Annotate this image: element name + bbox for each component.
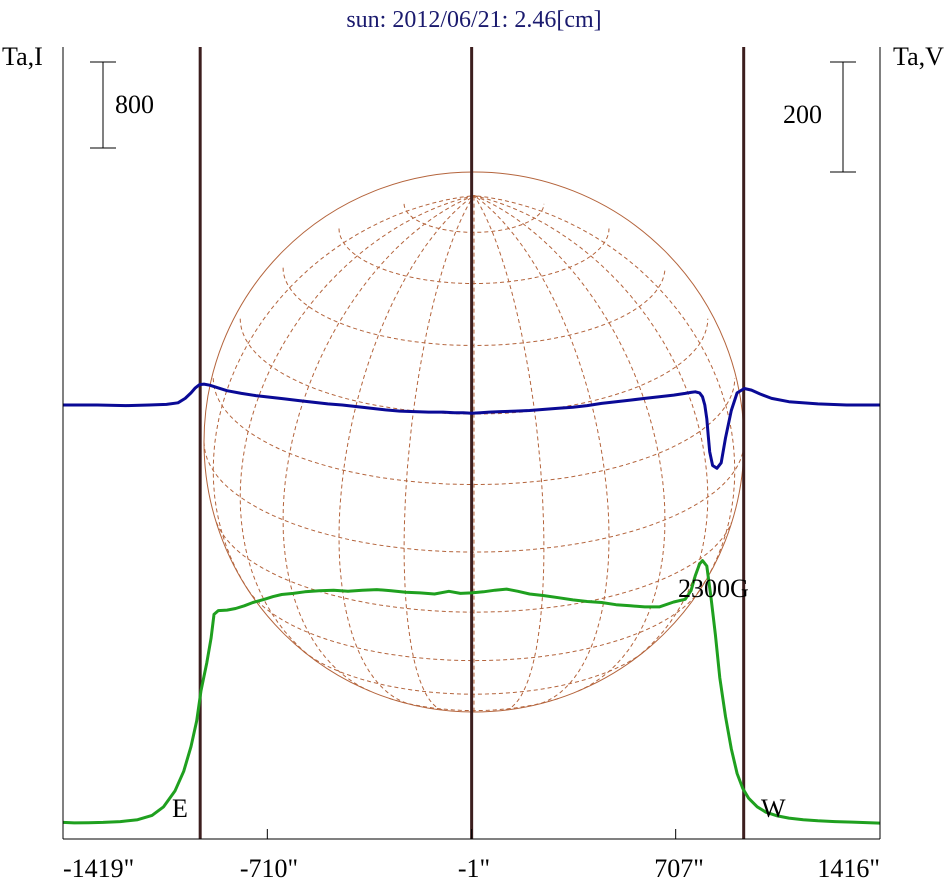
latitude-line [215,522,733,613]
intensity-series-line [62,559,881,825]
x-tick-label: -710" [240,854,298,883]
longitude-line [403,195,475,711]
longitude-line [473,195,545,711]
x-tick-label: -1" [458,854,490,883]
longitude-line [239,195,475,663]
series-lines [62,382,881,825]
longitude-line [282,195,475,692]
longitude-line [473,195,666,692]
longitude-line [473,195,709,663]
longitude-line [212,195,475,591]
latitude-line [247,589,701,662]
x-tick-label: 707" [654,854,704,883]
longitude-line [338,195,475,704]
solar-disk-grid [203,171,745,713]
left-scale-bar-label: 800 [115,90,154,119]
east-label: E [172,794,188,823]
plot-frame [62,47,881,840]
right-scale-bar-label: 200 [783,100,822,129]
vertical-markers [198,47,746,839]
polarization-series-line [63,382,880,470]
latitude-line [282,267,666,347]
field-strength-annotation: 2300G [678,574,749,603]
x-tick-label: 1416" [817,854,880,883]
longitude-line [473,195,736,591]
longitude-line [473,195,610,704]
x-tick-label: -1419" [63,854,134,883]
west-label: W [761,794,786,823]
left-axis-label: Ta,I [2,42,43,71]
right-axis-label: Ta,V [893,42,944,71]
chart-title: sun: 2012/06/21: 2.46[cm] [346,7,601,33]
